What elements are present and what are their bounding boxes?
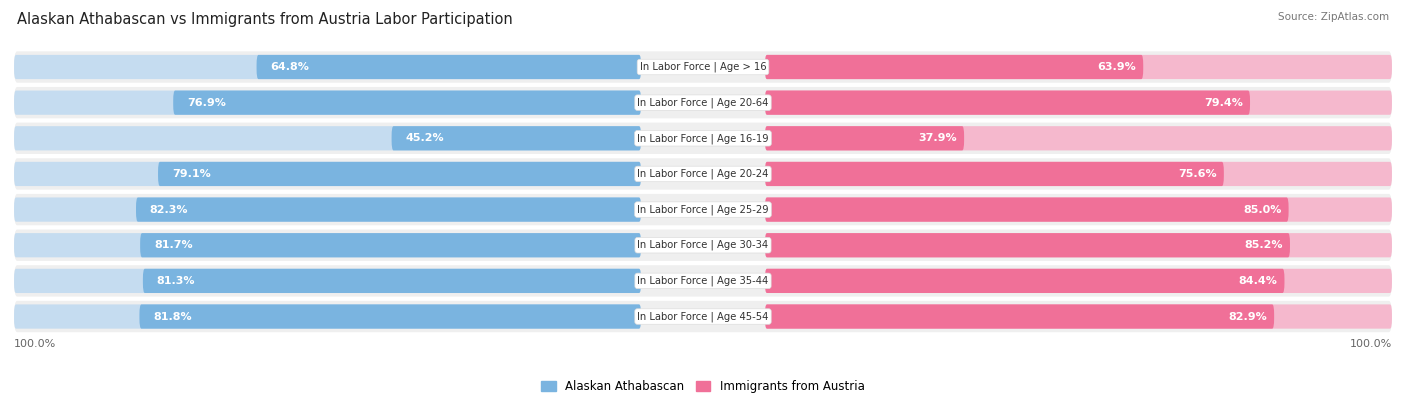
Text: 37.9%: 37.9% [918, 133, 957, 143]
Text: 81.8%: 81.8% [153, 312, 191, 322]
FancyBboxPatch shape [765, 55, 1392, 79]
FancyBboxPatch shape [765, 269, 1392, 293]
Text: 81.7%: 81.7% [153, 240, 193, 250]
Text: In Labor Force | Age 25-29: In Labor Force | Age 25-29 [637, 204, 769, 215]
FancyBboxPatch shape [14, 55, 641, 79]
Text: 100.0%: 100.0% [1350, 339, 1392, 349]
Text: 64.8%: 64.8% [270, 62, 309, 72]
FancyBboxPatch shape [14, 265, 1392, 297]
FancyBboxPatch shape [143, 269, 641, 293]
FancyBboxPatch shape [765, 55, 1143, 79]
Text: In Labor Force | Age 16-19: In Labor Force | Age 16-19 [637, 133, 769, 143]
Text: 76.9%: 76.9% [187, 98, 226, 108]
Legend: Alaskan Athabascan, Immigrants from Austria: Alaskan Athabascan, Immigrants from Aust… [537, 376, 869, 395]
FancyBboxPatch shape [14, 194, 1392, 225]
FancyBboxPatch shape [14, 90, 641, 115]
FancyBboxPatch shape [765, 233, 1392, 258]
FancyBboxPatch shape [14, 198, 641, 222]
FancyBboxPatch shape [157, 162, 641, 186]
Text: 79.1%: 79.1% [172, 169, 211, 179]
FancyBboxPatch shape [14, 229, 1392, 261]
Text: 82.3%: 82.3% [150, 205, 188, 214]
Text: 85.2%: 85.2% [1244, 240, 1284, 250]
FancyBboxPatch shape [765, 305, 1274, 329]
FancyBboxPatch shape [765, 233, 1289, 258]
FancyBboxPatch shape [765, 90, 1250, 115]
FancyBboxPatch shape [765, 162, 1392, 186]
FancyBboxPatch shape [139, 305, 641, 329]
FancyBboxPatch shape [14, 122, 1392, 154]
Text: 85.0%: 85.0% [1243, 205, 1282, 214]
FancyBboxPatch shape [173, 90, 641, 115]
Text: In Labor Force | Age 20-64: In Labor Force | Age 20-64 [637, 98, 769, 108]
Text: Source: ZipAtlas.com: Source: ZipAtlas.com [1278, 12, 1389, 22]
FancyBboxPatch shape [765, 269, 1285, 293]
FancyBboxPatch shape [765, 126, 965, 150]
Text: In Labor Force | Age 20-24: In Labor Force | Age 20-24 [637, 169, 769, 179]
FancyBboxPatch shape [765, 198, 1289, 222]
FancyBboxPatch shape [14, 301, 1392, 332]
FancyBboxPatch shape [392, 126, 641, 150]
FancyBboxPatch shape [14, 269, 641, 293]
FancyBboxPatch shape [256, 55, 641, 79]
Text: 75.6%: 75.6% [1178, 169, 1218, 179]
Text: 82.9%: 82.9% [1229, 312, 1267, 322]
Text: In Labor Force | Age 45-54: In Labor Force | Age 45-54 [637, 311, 769, 322]
FancyBboxPatch shape [14, 158, 1392, 190]
FancyBboxPatch shape [765, 198, 1392, 222]
FancyBboxPatch shape [765, 305, 1392, 329]
Text: Alaskan Athabascan vs Immigrants from Austria Labor Participation: Alaskan Athabascan vs Immigrants from Au… [17, 12, 513, 27]
FancyBboxPatch shape [765, 162, 1223, 186]
FancyBboxPatch shape [14, 126, 641, 150]
FancyBboxPatch shape [14, 51, 1392, 83]
FancyBboxPatch shape [141, 233, 641, 258]
FancyBboxPatch shape [14, 305, 641, 329]
FancyBboxPatch shape [765, 90, 1392, 115]
FancyBboxPatch shape [14, 87, 1392, 118]
FancyBboxPatch shape [765, 126, 1392, 150]
FancyBboxPatch shape [136, 198, 641, 222]
Text: 100.0%: 100.0% [14, 339, 56, 349]
Text: In Labor Force | Age > 16: In Labor Force | Age > 16 [640, 62, 766, 72]
Text: 63.9%: 63.9% [1098, 62, 1136, 72]
Text: 45.2%: 45.2% [405, 133, 444, 143]
FancyBboxPatch shape [14, 233, 641, 258]
Text: 81.3%: 81.3% [156, 276, 195, 286]
Text: In Labor Force | Age 35-44: In Labor Force | Age 35-44 [637, 276, 769, 286]
Text: 84.4%: 84.4% [1239, 276, 1278, 286]
Text: In Labor Force | Age 30-34: In Labor Force | Age 30-34 [637, 240, 769, 250]
Text: 79.4%: 79.4% [1205, 98, 1243, 108]
FancyBboxPatch shape [14, 162, 641, 186]
